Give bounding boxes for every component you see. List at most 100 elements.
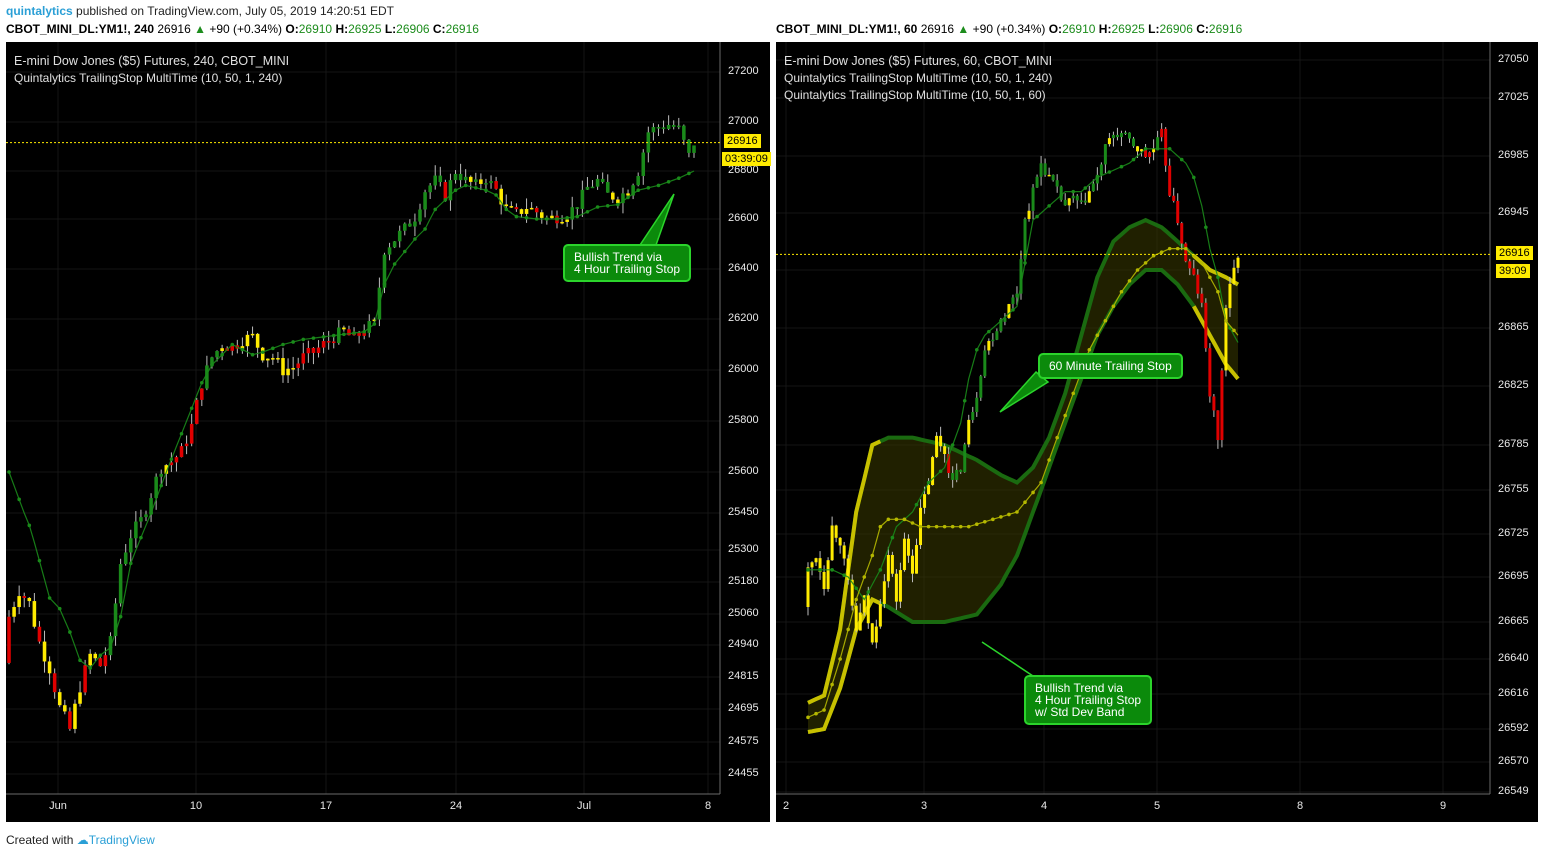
left-up-arrow-icon: ▲	[194, 22, 206, 36]
right-candle	[1156, 137, 1160, 149]
left-y-tick-label: 25060	[728, 607, 759, 619]
left-candle	[519, 209, 524, 214]
right-x-tick-label: 2	[782, 800, 790, 812]
left-chart-panel[interactable]: E-mini Dow Jones ($5) Futures, 240, CBOT…	[6, 42, 771, 822]
right-high: 26925	[1111, 22, 1145, 36]
right-candle	[834, 525, 838, 538]
left-candle	[443, 182, 448, 201]
right-candle	[1031, 187, 1035, 211]
right-candle	[1152, 148, 1156, 153]
right-candle	[894, 573, 898, 602]
right-candle	[995, 331, 999, 340]
right-y-tick-label: 26549	[1498, 785, 1529, 797]
right-candle	[1236, 257, 1240, 268]
right-trailing-stop-240-dot	[1135, 268, 1140, 272]
left-trailing-stop-240-dot	[301, 337, 306, 342]
left-trailing-stop-240-dot	[260, 350, 265, 354]
left-trailing-stop-240-dot	[179, 431, 184, 436]
left-candle	[17, 596, 21, 608]
left-y-tick-label: 25450	[728, 506, 759, 518]
right-trailing-stop-240-dot	[1071, 391, 1076, 396]
right-trailing-stop-60-dot	[950, 443, 955, 447]
right-chart-panel[interactable]: E-mini Dow Jones ($5) Futures, 60, CBOT_…	[776, 42, 1538, 822]
left-candle	[47, 661, 52, 674]
left-candle	[524, 208, 529, 214]
right-band-lower-highlight	[1192, 305, 1240, 381]
right-candle	[1067, 198, 1071, 206]
right-trailing-stop-240-dot	[1087, 347, 1092, 352]
right-candle	[886, 555, 890, 582]
right-trailing-stop-60-dot	[987, 329, 991, 334]
right-candle	[967, 419, 971, 445]
left-candle	[301, 353, 306, 364]
right-trailing-stop-240-dot	[1119, 289, 1124, 294]
left-candle	[98, 658, 103, 667]
left-trailing-stop-240-dot	[342, 332, 346, 337]
right-trailing-stop-240-dot	[830, 682, 834, 687]
left-candle	[626, 193, 630, 196]
left-chart-canvas[interactable]	[6, 42, 770, 822]
left-candle	[134, 521, 138, 539]
left-candle	[93, 653, 98, 659]
publisher-name[interactable]: quintalytics	[6, 4, 73, 18]
right-l-label: L:	[1148, 22, 1160, 36]
right-trailing-stop-60-dot	[1071, 189, 1076, 194]
left-candle	[575, 207, 580, 209]
left-trailing-stop-240-dot	[656, 183, 661, 188]
left-candle	[397, 230, 402, 242]
right-trailing-stop-240-dot	[886, 517, 891, 522]
right-indicator-label-1: Quintalytics TrailingStop MultiTime (10,…	[784, 71, 1053, 85]
right-trailing-stop-60-dot	[818, 568, 822, 572]
right-up-arrow-icon: ▲	[957, 22, 970, 36]
right-candle	[890, 555, 894, 574]
tradingview-logo-icon[interactable]: ☁	[76, 833, 89, 847]
right-y-tick-label: 26640	[1498, 652, 1529, 664]
right-x-tick-label: 4	[1040, 800, 1048, 812]
right-candle	[951, 473, 955, 480]
footer-brand[interactable]: TradingView	[88, 833, 155, 847]
left-candle	[641, 152, 646, 177]
left-candle	[438, 175, 443, 183]
right-candle	[1027, 210, 1031, 219]
right-trailing-stop-60-dot	[1179, 157, 1184, 162]
left-trailing-stop-240-dot	[362, 329, 366, 334]
left-trailing-stop-240-dot	[636, 188, 640, 192]
right-candle	[826, 560, 830, 589]
left-trailing-stop-240-dot	[382, 282, 387, 286]
right-trailing-stop-240-dot	[1023, 500, 1027, 505]
right-trailing-stop-240-dot	[910, 521, 915, 525]
left-x-tick-label: Jul	[576, 800, 592, 812]
left-candle	[499, 188, 503, 205]
right-trailing-stop-60-dot	[830, 568, 834, 572]
left-candle	[661, 127, 666, 129]
right-y-tick-label: 26785	[1498, 438, 1529, 450]
left-trailing-stop-240-dot	[514, 214, 519, 219]
left-trailing-stop-240-dot	[646, 186, 651, 190]
left-candle	[78, 692, 82, 704]
right-trailing-stop-240-dot	[974, 522, 979, 527]
right-trailing-stop-240-dot	[814, 711, 818, 716]
left-trailing-stop-240	[8, 170, 695, 669]
right-trailing-stop-240-dot	[822, 708, 826, 712]
left-trailing-stop-240-dot	[108, 645, 113, 650]
left-x-tick-label: 24	[449, 800, 463, 812]
right-candle	[830, 525, 834, 561]
right-trailing-stop-240-dot	[1095, 333, 1100, 338]
left-trailing-stop-240-dot	[291, 340, 295, 344]
right-candle	[1107, 138, 1111, 145]
left-trailing-stop-240-dot	[311, 336, 316, 340]
right-candle	[874, 626, 878, 643]
right-chart-canvas[interactable]	[776, 42, 1538, 822]
left-candle	[113, 603, 118, 637]
left-trailing-stop-240-dot	[575, 214, 580, 219]
left-candle	[403, 223, 407, 231]
left-candle	[413, 221, 417, 227]
left-candle	[103, 655, 108, 667]
left-y-tick-label: 26400	[728, 262, 759, 274]
right-candle	[1180, 223, 1184, 244]
right-candle	[931, 457, 935, 486]
right-candle	[1103, 144, 1107, 165]
left-candle	[271, 358, 275, 360]
right-trailing-stop-240-dot	[999, 515, 1003, 519]
left-candle	[326, 341, 331, 343]
